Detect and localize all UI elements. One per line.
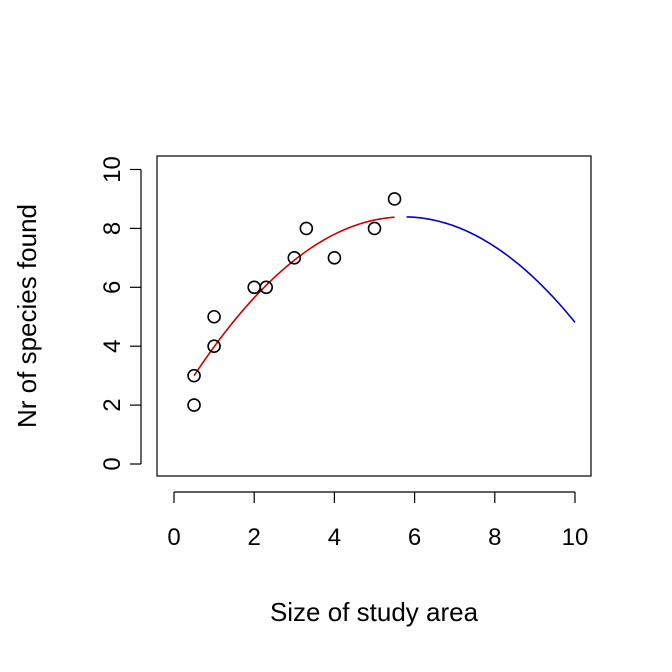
data-point: [207, 309, 221, 324]
data-point: [247, 280, 261, 295]
data-point: [367, 221, 382, 236]
x-tick-label: 4: [328, 524, 341, 551]
plot-box: [156, 155, 592, 477]
data-point: [299, 221, 314, 236]
y-axis: 0 2 4 6 8 10: [99, 156, 142, 471]
x-tick-label: 2: [248, 524, 261, 551]
data-points: [187, 192, 402, 412]
y-tick-label: 2: [99, 398, 126, 411]
x-axis-title: Size of study area: [270, 597, 479, 627]
y-tick-label: 10: [99, 156, 126, 183]
data-point: [187, 398, 201, 412]
y-axis-title: Nr of species found: [12, 204, 42, 428]
data-point: [327, 251, 342, 265]
y-tick-label: 8: [99, 222, 126, 235]
y-tick-label: 6: [99, 281, 126, 294]
x-tick-label: 10: [562, 524, 589, 551]
data-point: [187, 368, 201, 383]
fit-curve-segment-2: [406, 216, 576, 323]
data-point: [387, 192, 402, 206]
y-tick-label: 4: [99, 340, 126, 353]
data-point: [259, 280, 274, 295]
x-axis: 0 2 4 6 8 10: [167, 491, 589, 551]
y-tick-label: 0: [99, 457, 126, 470]
x-tick-label: 8: [488, 524, 501, 551]
fit-curves: [193, 216, 576, 377]
data-point: [207, 339, 221, 354]
x-tick-label: 0: [167, 524, 180, 551]
x-tick-label: 6: [408, 524, 421, 551]
data-point: [287, 251, 302, 265]
fit-curve-segment-1: [193, 216, 395, 377]
